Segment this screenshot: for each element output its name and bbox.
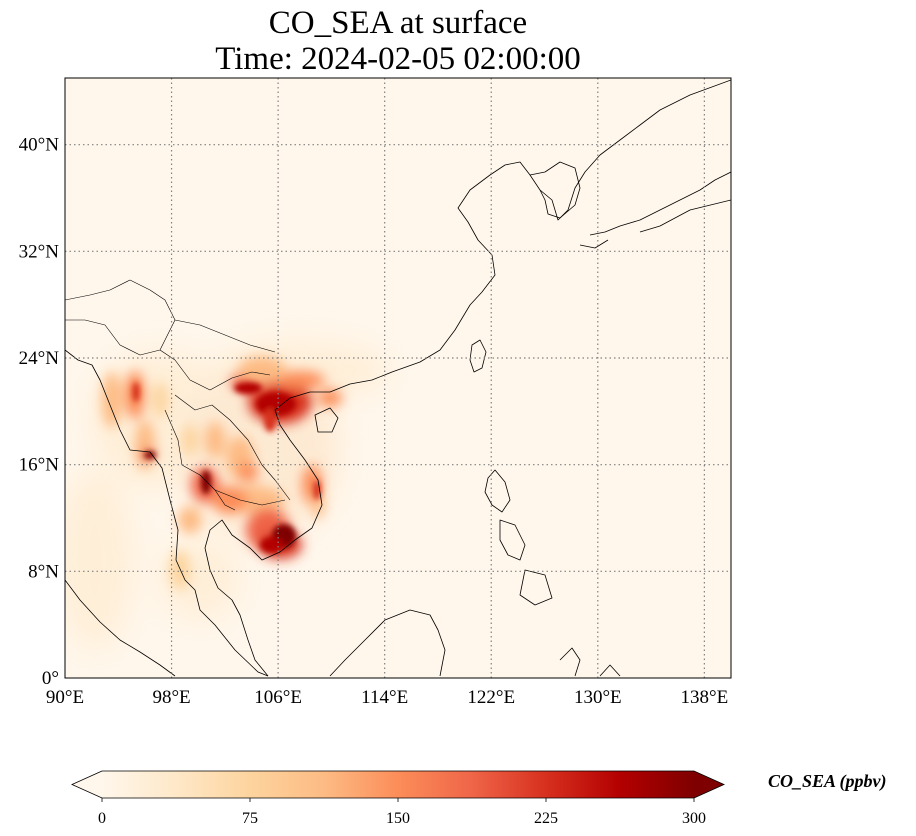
lon-tick-label: 98°E: [152, 687, 190, 708]
lon-tick-label: 122°E: [467, 687, 515, 708]
co-hotspot-layer: [132, 382, 321, 553]
lon-tick-label: 114°E: [361, 687, 408, 708]
colorbar-gradient: [102, 771, 694, 798]
colorbar: 0 75 150 225 300: [71, 770, 725, 827]
colorbar-extend-high: [694, 771, 724, 798]
map-frame: [64, 77, 732, 679]
colorbar-tick-label: 0: [98, 810, 106, 827]
map-subtitle-time: Time: 2024-02-05 02:00:00: [215, 41, 581, 77]
graticule: [65, 78, 731, 678]
lat-tick-label: 8°N: [28, 561, 59, 582]
colorbar-tick-label: 300: [682, 810, 706, 827]
lat-tick-label: 24°N: [19, 348, 60, 369]
colorbar-tick-label: 75: [242, 810, 258, 827]
colorbar-tick-label: 150: [386, 810, 410, 827]
lat-tick-label: 32°N: [19, 241, 60, 262]
map-title: CO_SEA at surface: [268, 5, 528, 41]
colorbar-label: CO_SEA (ppbv): [768, 771, 887, 791]
map-plot-area: [65, 78, 731, 678]
coastlines: [65, 79, 731, 677]
colorbar-extend-low: [72, 771, 102, 798]
lon-tick-label: 130°E: [574, 687, 622, 708]
colorbar-ticks: 0 75 150 225 300: [98, 798, 706, 827]
lon-tick-label: 106°E: [254, 687, 302, 708]
latitude-tick-labels: 0° 8°N 16°N 24°N 32°N 40°N: [19, 135, 60, 689]
lon-tick-label: 138°E: [681, 687, 729, 708]
lat-tick-label: 0°: [42, 668, 59, 689]
colorbar-tick-label: 225: [534, 810, 558, 827]
longitude-tick-labels: 90°E 98°E 106°E 114°E 122°E 130°E 138°E: [46, 687, 728, 708]
lat-tick-label: 40°N: [19, 135, 60, 156]
lat-tick-label: 16°N: [19, 455, 60, 476]
lon-tick-label: 90°E: [46, 687, 84, 708]
